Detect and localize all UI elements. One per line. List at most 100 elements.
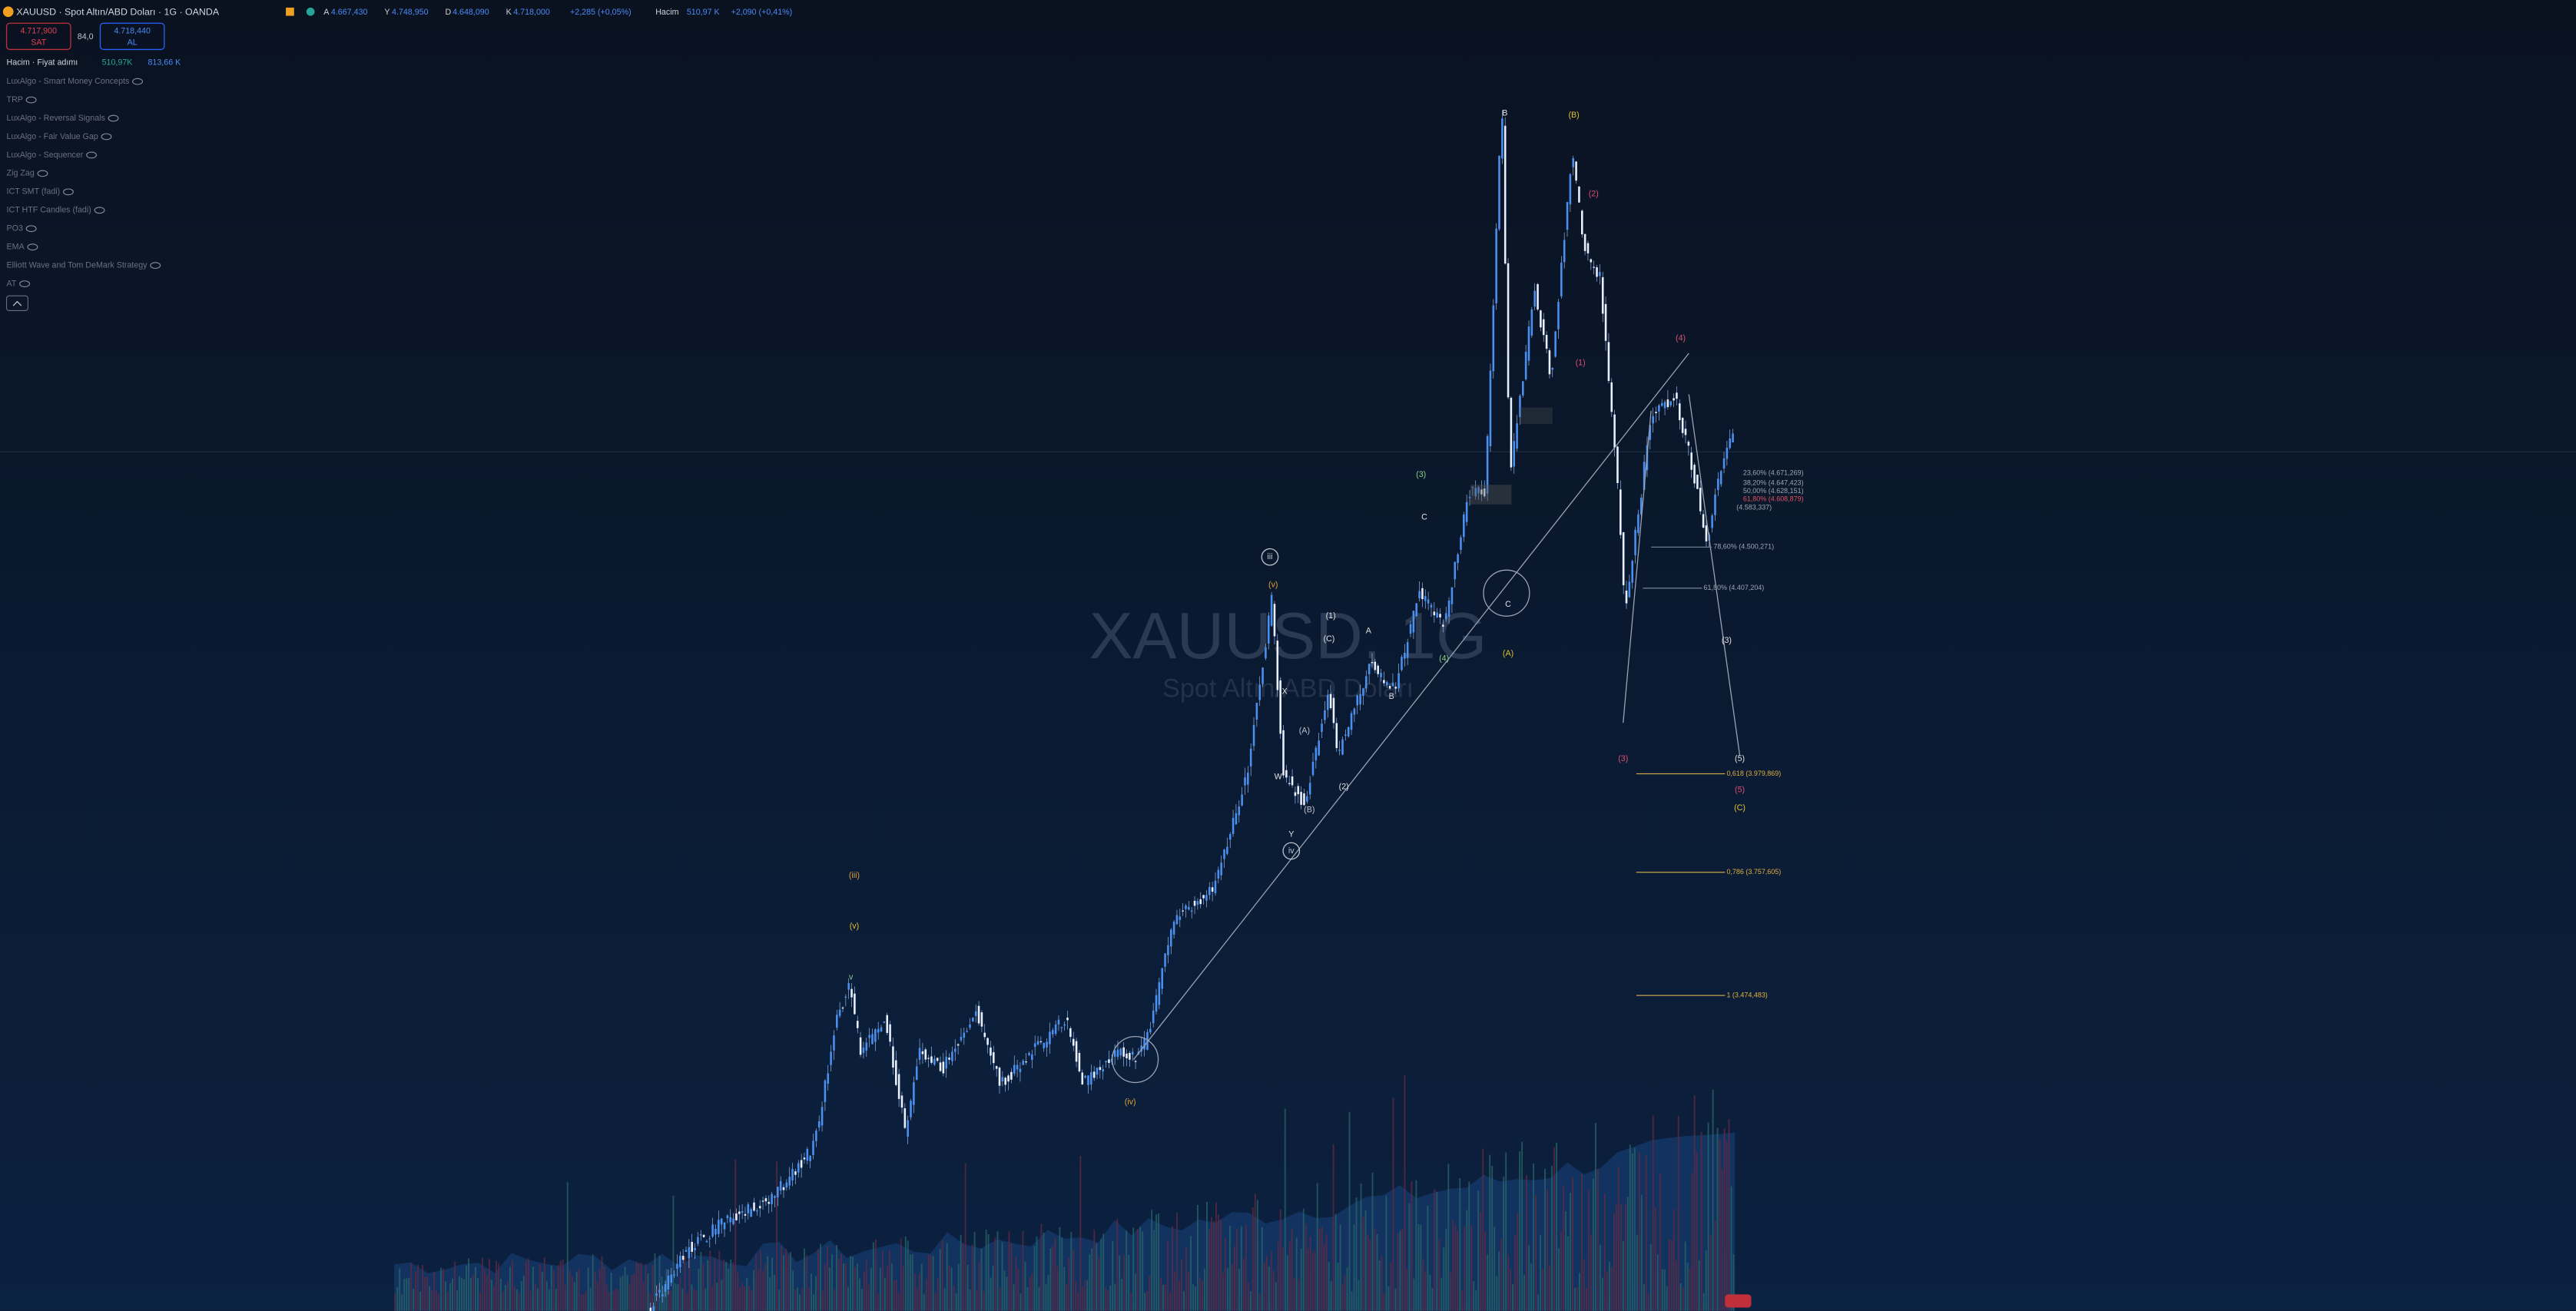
volume-bar [1542, 1268, 1544, 1311]
fvg-box [1470, 485, 1512, 505]
indicator-name[interactable]: Elliott Wave and Tom DeMark Strategy [7, 260, 148, 270]
volume-bar [1328, 1262, 1330, 1311]
volume-bar [1399, 1230, 1401, 1311]
eye-icon[interactable] [25, 225, 37, 233]
indicator-name[interactable]: EMA [7, 243, 25, 252]
candle-body [1010, 1071, 1013, 1080]
indicator-name[interactable]: AT [7, 279, 17, 288]
indicator-name[interactable]: LuxAlgo - Fair Value Gap [7, 132, 98, 141]
indicator-name[interactable]: PO3 [7, 224, 23, 233]
volume-bar [615, 1288, 617, 1311]
volume-bar [1594, 1123, 1596, 1311]
volume-bar [1222, 1273, 1224, 1311]
volume-bar [1206, 1201, 1208, 1311]
volume-bar [1719, 1139, 1721, 1311]
candle-body [1687, 442, 1690, 446]
candle-body [1548, 350, 1551, 375]
eye-icon[interactable] [132, 78, 143, 85]
volume-bar [1293, 1277, 1295, 1311]
volume-bar [1601, 1277, 1603, 1311]
volume-bar [452, 1278, 453, 1311]
volume-bar [688, 1250, 691, 1311]
volume-bar [474, 1266, 476, 1311]
eye-icon[interactable] [19, 280, 31, 287]
volume-bar [1480, 1212, 1482, 1311]
indicator-name[interactable]: TRP [7, 95, 23, 104]
volume-bar [980, 1248, 983, 1311]
eye-icon[interactable] [86, 151, 98, 159]
volume-bar [1249, 1291, 1252, 1311]
volume-bar [396, 1286, 399, 1311]
eye-icon[interactable] [25, 96, 37, 104]
volume-bar [1408, 1203, 1411, 1311]
collapse-button[interactable] [6, 295, 28, 311]
indicator-name[interactable]: Zig Zag [7, 169, 35, 178]
eye-icon[interactable] [94, 207, 105, 214]
candle-body [945, 1057, 947, 1069]
candle-body [880, 1027, 883, 1031]
volume-bar [1670, 1240, 1673, 1311]
volume-bar [463, 1279, 465, 1311]
candle-body [1507, 263, 1510, 398]
eye-icon[interactable] [108, 114, 119, 122]
volume-bar [858, 1278, 860, 1311]
volume-bar [847, 1286, 849, 1311]
indicator-name[interactable]: ICT SMT (fadi) [7, 187, 61, 197]
buy-button[interactable] [99, 22, 165, 51]
indicator-name[interactable]: Hacim · Fiyat adımı [7, 58, 78, 67]
volume-bar [1204, 1268, 1205, 1311]
volume-bar [1364, 1210, 1367, 1311]
volume-bar [904, 1236, 907, 1311]
volume-bar [1592, 1178, 1594, 1311]
volume-bar [923, 1293, 925, 1311]
fib-label: (4.583,337) [1736, 503, 1772, 511]
candle-body [1315, 747, 1318, 761]
flag-badge[interactable] [1725, 1294, 1752, 1308]
indicator-name[interactable]: LuxAlgo - Reversal Signals [7, 114, 105, 123]
candle-body [892, 1046, 894, 1068]
candle-body [1551, 368, 1554, 370]
volume-bar [1656, 1254, 1659, 1311]
eye-icon[interactable] [27, 243, 38, 251]
eye-icon[interactable] [150, 262, 161, 270]
volume-bar [490, 1280, 492, 1311]
volume-bar [948, 1266, 950, 1311]
candle-body [850, 988, 853, 998]
fib-label: 0,786 (3.757,605) [1726, 868, 1781, 876]
sell-button[interactable] [5, 22, 71, 51]
eye-icon[interactable] [37, 170, 48, 177]
candle-body [1182, 910, 1184, 912]
volume-bar [557, 1265, 559, 1311]
volume-bar [472, 1273, 474, 1311]
volume-bar [449, 1283, 451, 1311]
candle-body [1335, 723, 1338, 749]
candle-body [1036, 1041, 1039, 1044]
candle-body [1126, 1053, 1128, 1058]
volume-bar [479, 1292, 481, 1311]
candle-body [963, 1032, 966, 1038]
volume-bar [631, 1275, 633, 1311]
volume-bar [817, 1249, 819, 1311]
volume-bar [603, 1266, 605, 1311]
volume-bar [1547, 1190, 1549, 1311]
volume-bar [1300, 1248, 1302, 1311]
indicator-name[interactable]: LuxAlgo - Smart Money Concepts [7, 77, 130, 86]
volume-bar [783, 1255, 785, 1311]
indicator-name[interactable]: ICT HTF Candles (fadi) [7, 206, 91, 215]
eye-icon[interactable] [62, 188, 74, 196]
eye-icon[interactable] [101, 133, 112, 141]
volume-bar [1580, 1174, 1583, 1311]
candle-body [1033, 1043, 1036, 1048]
volume-bar [1291, 1228, 1293, 1311]
volume-bar [1040, 1223, 1043, 1311]
candle-body [1450, 588, 1454, 604]
volume-bar [1247, 1283, 1249, 1311]
candle-body [1308, 783, 1311, 795]
volume-bar [831, 1253, 833, 1311]
candle-body [817, 1121, 821, 1127]
candle-body [1477, 487, 1480, 494]
volume-bar [985, 1230, 987, 1311]
candle-body [907, 1120, 909, 1137]
volume-bar [672, 1195, 675, 1311]
indicator-name[interactable]: LuxAlgo - Sequencer [7, 151, 84, 160]
